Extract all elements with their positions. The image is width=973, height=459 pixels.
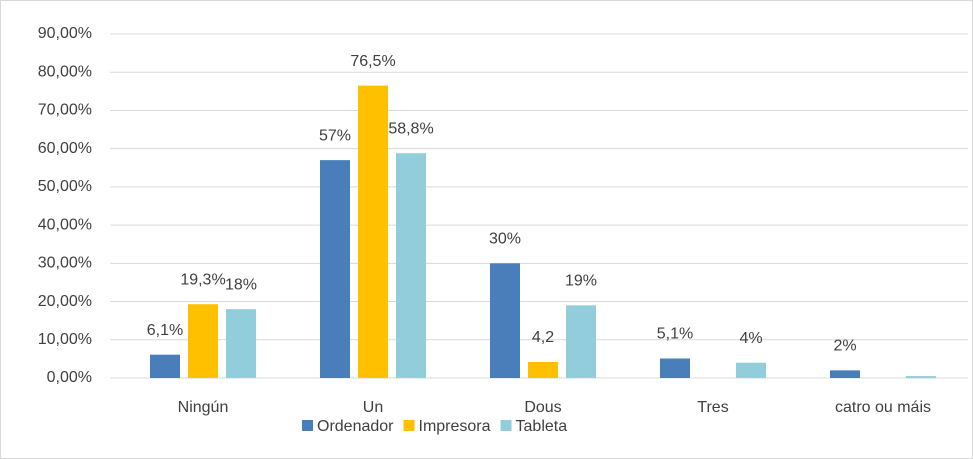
data-label: 5,1%: [657, 326, 693, 343]
x-tick-label: Dous: [524, 399, 561, 416]
y-tick-label: 40,00%: [38, 216, 92, 233]
data-label: 6,1%: [147, 322, 183, 339]
bar: [320, 160, 350, 378]
legend-label: Impresora: [419, 418, 491, 435]
y-tick-label: 60,00%: [38, 140, 92, 157]
x-tick-label: catro ou máis: [835, 399, 931, 416]
legend-swatch: [302, 420, 313, 431]
data-label: 4,2: [532, 329, 554, 346]
y-tick-label: 70,00%: [38, 102, 92, 119]
y-tick-label: 20,00%: [38, 293, 92, 310]
y-tick-label: 30,00%: [38, 255, 92, 272]
bar: [490, 263, 520, 378]
bar: [150, 354, 180, 378]
bar: [566, 305, 596, 378]
y-tick-label: 80,00%: [38, 63, 92, 80]
bar: [736, 362, 766, 378]
bar: [226, 309, 256, 378]
data-label: 18%: [225, 276, 257, 293]
bar: [528, 361, 558, 378]
data-label: 58,8%: [388, 120, 433, 137]
y-tick-label: 50,00%: [38, 178, 92, 195]
bar: [358, 85, 388, 378]
legend-label: Tableta: [516, 418, 568, 435]
y-tick-label: 0,00%: [47, 369, 92, 386]
legend-swatch: [500, 420, 512, 431]
data-label: 57%: [319, 127, 351, 144]
data-label: 4%: [739, 330, 762, 347]
bar: [906, 376, 936, 378]
bar: [188, 304, 218, 378]
x-tick-label: Un: [363, 399, 383, 416]
data-label: 19%: [565, 273, 597, 290]
y-tick-label: 10,00%: [38, 331, 92, 348]
data-label: 19,3%: [180, 271, 225, 288]
legend-swatch: [403, 420, 415, 431]
bar: [396, 153, 426, 378]
y-tick-label: 90,00%: [38, 25, 92, 42]
data-label: 2%: [833, 338, 856, 355]
legend-label: Ordenador: [317, 418, 394, 435]
bar: [660, 358, 690, 378]
bar: [830, 370, 860, 378]
data-label: 76,5%: [350, 53, 395, 70]
x-tick-label: Ningún: [178, 399, 229, 416]
x-tick-label: Tres: [697, 399, 728, 416]
data-label: 30%: [489, 231, 521, 248]
